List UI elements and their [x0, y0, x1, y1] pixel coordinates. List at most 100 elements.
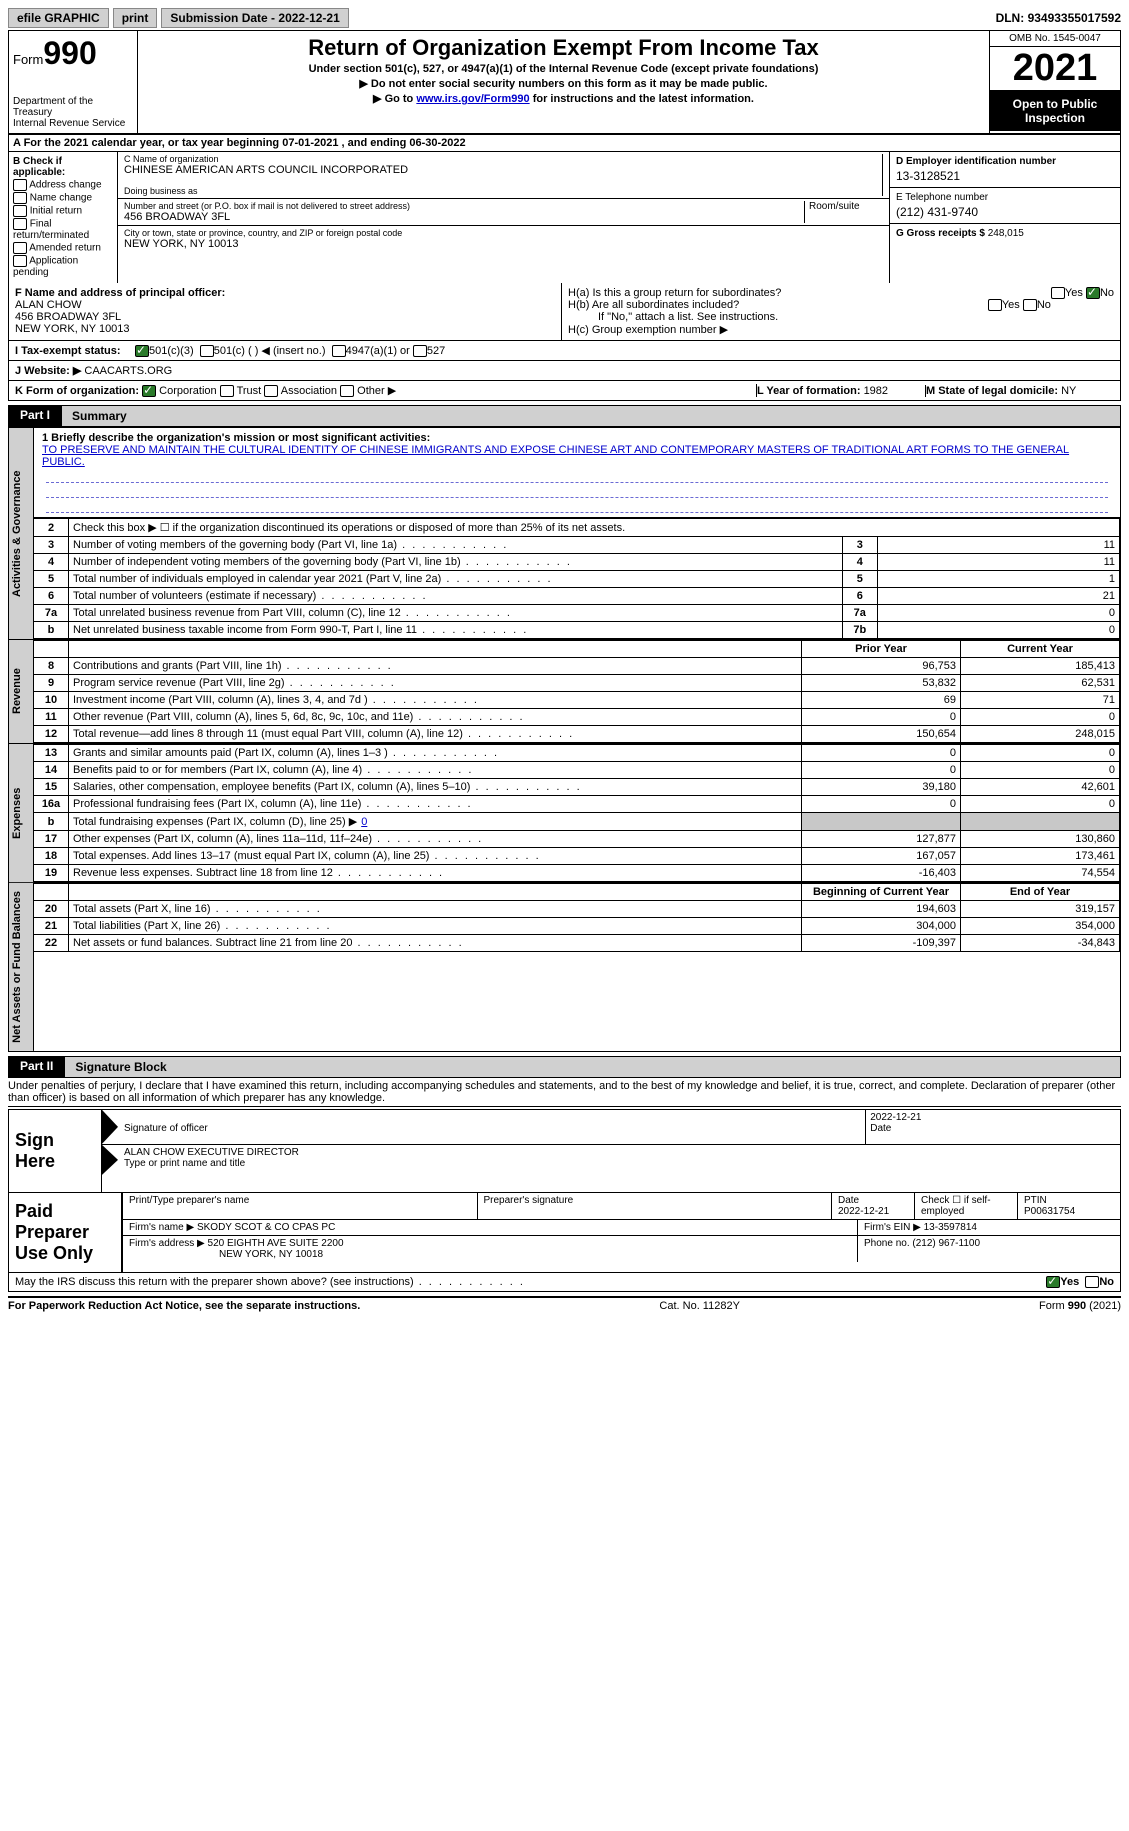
chk-corp[interactable]	[142, 385, 156, 397]
hb: H(b) Are all subordinates included? Yes …	[568, 299, 1114, 311]
sign-here-lbl: Sign Here	[9, 1110, 102, 1192]
form-subtitle: Under section 501(c), 527, or 4947(a)(1)…	[146, 63, 981, 75]
line2: Check this box ▶ ☐ if the organization d…	[69, 519, 1120, 537]
firm-addr2: NEW YORK, NY 10018	[129, 1249, 323, 1260]
chk-initial[interactable]: Initial return	[13, 205, 113, 217]
discuss-no[interactable]	[1085, 1276, 1099, 1288]
subdate-lbl: Submission Date -	[170, 11, 278, 25]
chk-name[interactable]: Name change	[13, 192, 113, 204]
chk-501c3[interactable]	[135, 345, 149, 357]
chk-other[interactable]	[340, 385, 354, 397]
chk-pending[interactable]: Application pending	[13, 255, 113, 278]
col-b: B Check if applicable: Address change Na…	[9, 152, 118, 283]
dept-treasury: Department of the Treasury	[13, 96, 133, 118]
ssn-note: ▶ Do not enter social security numbers o…	[146, 77, 981, 90]
open-public-badge: Open to Public Inspection	[990, 91, 1120, 131]
sign-here-block: Sign Here Signature of officer 2022-12-2…	[8, 1109, 1121, 1193]
l6-val: 21	[877, 588, 1119, 605]
ein-value: 13-3128521	[896, 169, 1114, 183]
firm-name: SKODY SCOT & CO CPAS PC	[197, 1222, 335, 1233]
year-formation: 1982	[864, 385, 888, 397]
vtab-expenses: Expenses	[9, 744, 34, 882]
state-domicile: NY	[1061, 385, 1076, 397]
tax-year: 2021	[990, 47, 1120, 91]
revenue-table: Prior YearCurrent Year 8Contributions an…	[34, 640, 1120, 743]
i-lbl: I Tax-exempt status:	[15, 345, 135, 357]
city-lbl: City or town, state or province, country…	[124, 228, 402, 238]
org-name: CHINESE AMERICAN ARTS COUNCIL INCORPORAT…	[124, 164, 882, 176]
chk-trust[interactable]	[220, 385, 234, 397]
chk-4947[interactable]	[332, 345, 346, 357]
row-klm: K Form of organization: Corporation Trus…	[8, 381, 1121, 401]
discuss-row: May the IRS discuss this return with the…	[8, 1273, 1121, 1292]
irs-label: Internal Revenue Service	[13, 118, 133, 129]
hc: H(c) Group exemption number ▶	[568, 323, 1114, 336]
j-lbl: J Website: ▶	[15, 364, 81, 377]
row-fh: F Name and address of principal officer:…	[8, 283, 1121, 341]
part1-header: Part I Summary	[8, 405, 1121, 427]
footer-catno: Cat. No. 11282Y	[659, 1300, 740, 1312]
discuss-yes[interactable]	[1046, 1276, 1060, 1288]
print-button[interactable]: print	[113, 8, 158, 28]
irs-link[interactable]: www.irs.gov/Form990	[416, 93, 529, 105]
ptin: P00631754	[1024, 1206, 1075, 1217]
chk-527[interactable]	[413, 345, 427, 357]
dba-lbl: Doing business as	[124, 186, 882, 196]
row-i: I Tax-exempt status: 501(c)(3) 501(c) ( …	[8, 341, 1121, 361]
chk-address[interactable]: Address change	[13, 179, 113, 191]
l5-val: 1	[877, 571, 1119, 588]
b-header: B Check if applicable:	[13, 156, 65, 178]
section-a: A For the 2021 calendar year, or tax yea…	[8, 135, 1121, 152]
topbar: efile GRAPHIC print Submission Date - 20…	[8, 8, 1121, 28]
preparer-block: Paid Preparer Use Only Print/Type prepar…	[8, 1193, 1121, 1273]
gross-value: 248,015	[988, 228, 1024, 239]
vtab-netassets: Net Assets or Fund Balances	[9, 883, 34, 1051]
firm-phone: (212) 967-1100	[912, 1238, 980, 1249]
officer-name: ALAN CHOW	[15, 299, 82, 311]
netassets-table: Beginning of Current YearEnd of Year 20T…	[34, 883, 1120, 952]
chk-final[interactable]: Final return/terminated	[13, 218, 113, 241]
summary-expenses: Expenses 13Grants and similar amounts pa…	[8, 744, 1121, 883]
summary-revenue: Revenue Prior YearCurrent Year 8Contribu…	[8, 640, 1121, 744]
self-employed: Check ☐ if self-employed	[915, 1193, 1018, 1219]
l7b-val: 0	[877, 622, 1119, 639]
form-title: Return of Organization Exempt From Incom…	[146, 35, 981, 61]
goto-note: ▶ Go to www.irs.gov/Form990 for instruct…	[146, 92, 981, 105]
preparer-lbl: Paid Preparer Use Only	[9, 1193, 123, 1272]
row-j: J Website: ▶ CAACARTS.ORG	[8, 361, 1121, 381]
officer-addr1: 456 BROADWAY 3FL	[15, 311, 121, 323]
org-city: NEW YORK, NY 10013	[124, 238, 402, 250]
footer-left: For Paperwork Reduction Act Notice, see …	[8, 1300, 360, 1312]
firm-addr1: 520 EIGHTH AVE SUITE 2200	[208, 1238, 344, 1249]
l7a-val: 0	[877, 605, 1119, 622]
firm-ein: 13-3597814	[924, 1222, 977, 1233]
subdate: 2022-12-21	[278, 11, 339, 25]
form-header: Form990 Department of the Treasury Inter…	[8, 30, 1121, 135]
chk-amended[interactable]: Amended return	[13, 242, 113, 254]
sign-date: 2022-12-21	[870, 1112, 921, 1123]
l4-val: 11	[877, 554, 1119, 571]
prep-date: 2022-12-21	[838, 1206, 889, 1217]
vtab-governance: Activities & Governance	[9, 428, 34, 639]
form-number: Form990	[13, 35, 133, 72]
officer-lbl: F Name and address of principal officer:	[15, 287, 225, 299]
l3-val: 11	[877, 537, 1119, 554]
summary-netassets: Net Assets or Fund Balances Beginning of…	[8, 883, 1121, 1052]
mission-block: 1 Briefly describe the organization's mi…	[34, 428, 1120, 518]
addr-lbl: Number and street (or P.O. box if mail i…	[124, 201, 804, 211]
ha: H(a) Is this a group return for subordin…	[568, 287, 1114, 299]
org-name-lbl: C Name of organization	[124, 154, 882, 164]
vtab-revenue: Revenue	[9, 640, 34, 743]
chk-assoc[interactable]	[264, 385, 278, 397]
footer-form: Form 990 (2021)	[1039, 1300, 1121, 1312]
governance-table: 2Check this box ▶ ☐ if the organization …	[34, 518, 1120, 639]
mission-text: TO PRESERVE AND MAINTAIN THE CULTURAL ID…	[42, 444, 1069, 468]
room-lbl: Room/suite	[805, 201, 883, 223]
org-addr: 456 BROADWAY 3FL	[124, 211, 804, 223]
ein-cell: D Employer identification number 13-3128…	[890, 152, 1120, 188]
officer-addr2: NEW YORK, NY 10013	[15, 323, 130, 335]
page-footer: For Paperwork Reduction Act Notice, see …	[8, 1296, 1121, 1314]
website-value: CAACARTS.ORG	[84, 365, 172, 377]
chk-501c[interactable]	[200, 345, 214, 357]
part2-header: Part II Signature Block	[8, 1056, 1121, 1078]
